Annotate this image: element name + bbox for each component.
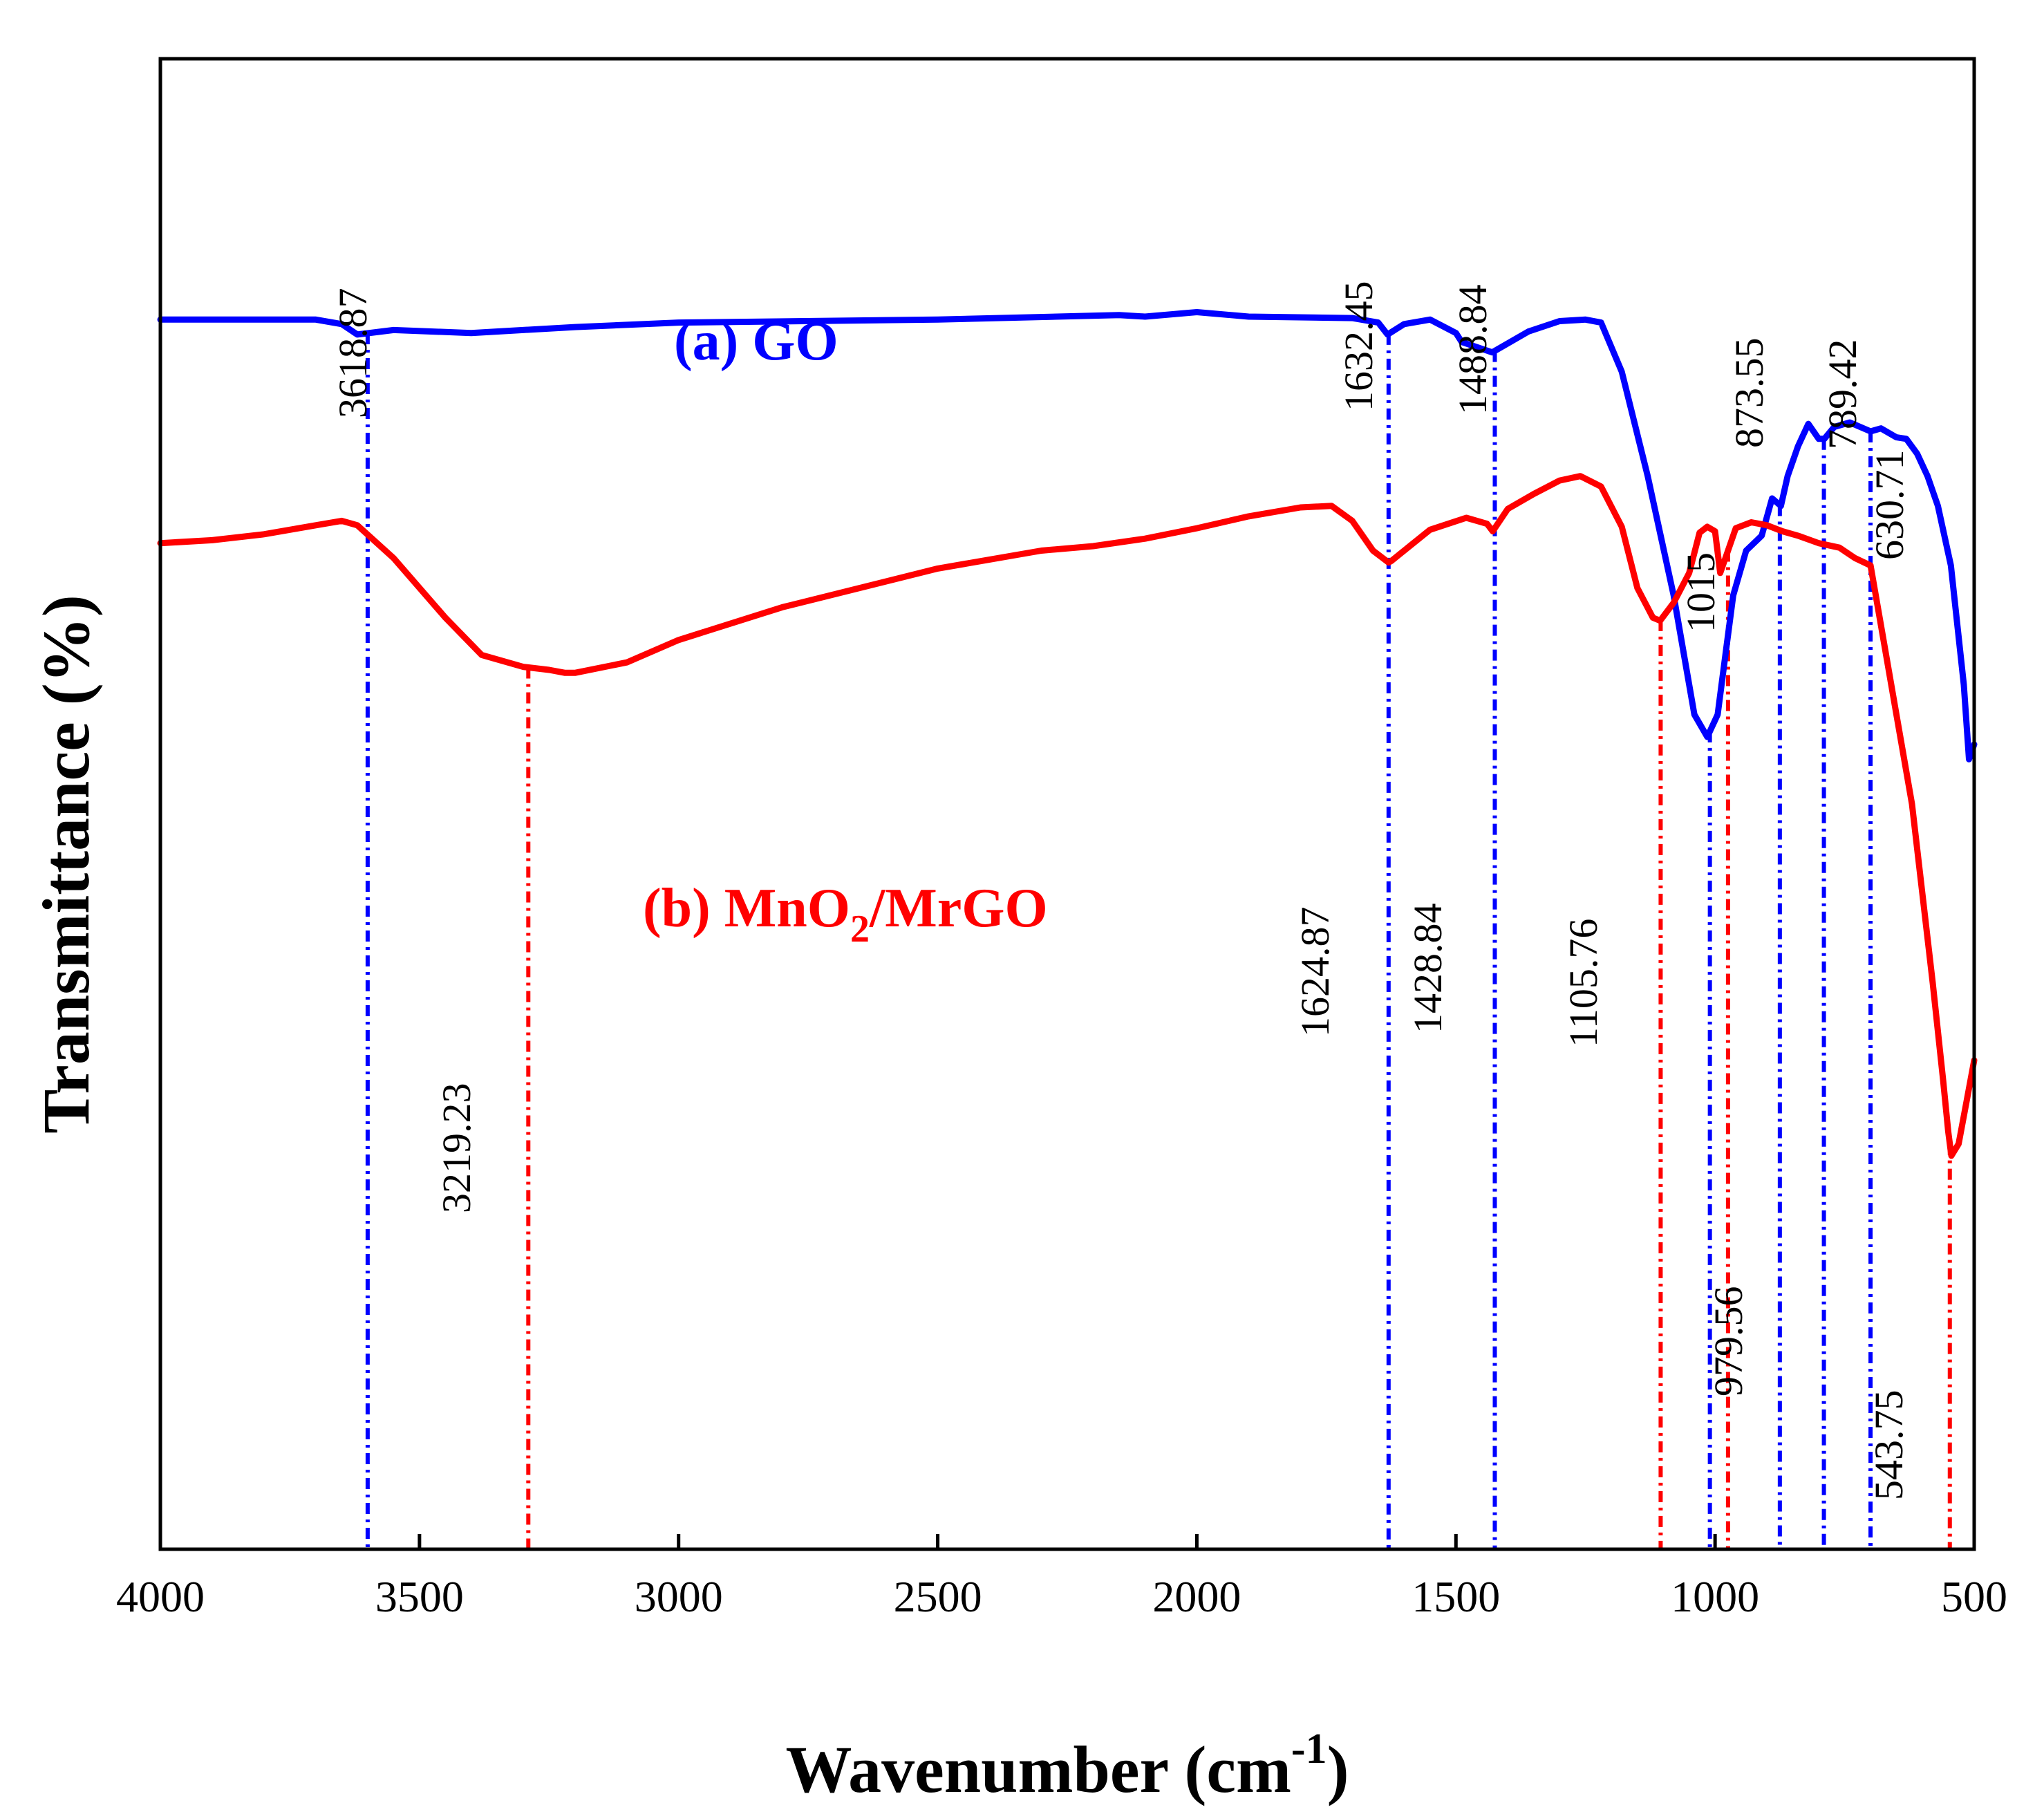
x-tick-label: 3500 (375, 1572, 464, 1621)
peak-label-3219: 3219.23 (434, 1083, 479, 1214)
peak-label-1105: 1105.76 (1561, 919, 1606, 1047)
peak-marker-lines (365, 333, 1952, 1549)
peak-label-3618: 3618.87 (330, 288, 375, 419)
x-axis-ticks: 4000 3500 3000 2500 2000 1500 1000 500 (116, 1534, 2007, 1621)
y-axis-title: Transmittance (%) (29, 595, 103, 1133)
peak-label-543: 543.75 (1866, 1390, 1911, 1501)
spectrum-series (157, 309, 1978, 1159)
plot-frame (158, 57, 1976, 1551)
x-tick-label: 1500 (1412, 1572, 1500, 1621)
peak-label-1624: 1624.87 (1293, 907, 1338, 1038)
peak-label-1015: 1015 (1678, 552, 1723, 633)
peak-label-1632: 1632.45 (1336, 281, 1381, 412)
x-tick-label: 2000 (1152, 1572, 1241, 1621)
x-tick-label: 500 (1941, 1572, 2007, 1621)
series-label-go: (a) GO (674, 311, 838, 372)
x-axis-title: Wavenumber (cm-1) (785, 1726, 1349, 1806)
x-tick-label: 1000 (1671, 1572, 1759, 1621)
peak-label-873: 873.55 (1727, 338, 1772, 449)
series-line-go (157, 309, 1978, 763)
peak-label-789: 789.42 (1820, 339, 1865, 450)
peak-label-979: 979.56 (1706, 1287, 1751, 1397)
x-tick-label: 2500 (894, 1572, 982, 1621)
series-label-mno2-mrgo: (b) MnO2/MrGO (643, 878, 1048, 951)
peak-label-630: 630.71 (1867, 450, 1912, 561)
x-tick-label: 3000 (635, 1572, 723, 1621)
peak-label-1488: 1488.84 (1450, 285, 1495, 415)
peak-label-1428: 1428.84 (1405, 904, 1450, 1034)
series-line-mno2-mrgo (157, 473, 1978, 1159)
x-tick-label: 4000 (116, 1572, 205, 1621)
